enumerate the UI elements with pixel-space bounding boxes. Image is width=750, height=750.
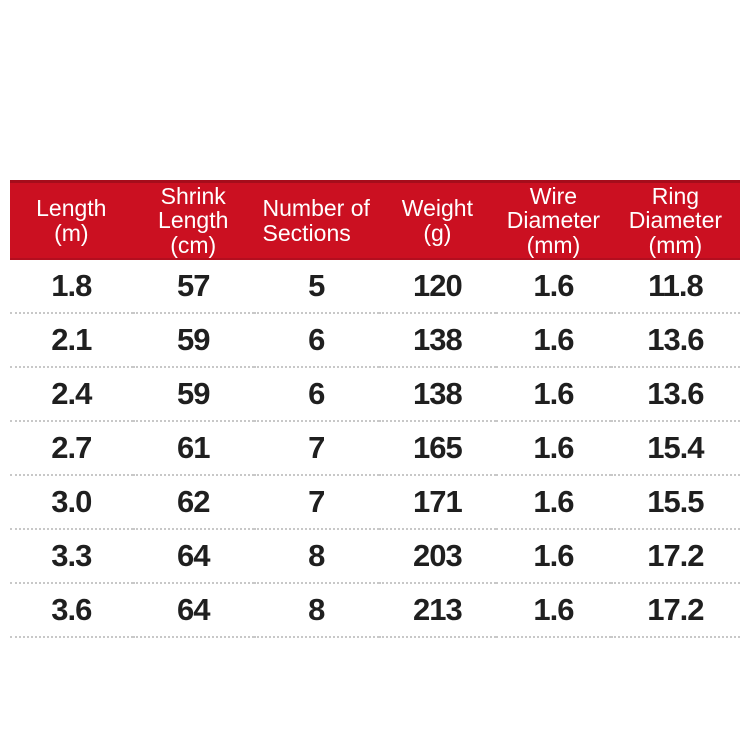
table-cell: 1.6 <box>496 259 611 314</box>
table-cell: 1.6 <box>496 475 611 530</box>
table-cell: 61 <box>132 421 254 476</box>
table-cell: 17.2 <box>610 529 740 584</box>
table-cell: 15.4 <box>610 421 740 476</box>
table-cell: 3.6 <box>10 583 133 638</box>
table-cell: 7 <box>253 421 379 476</box>
column-header-4: Weight (g) <box>378 180 497 260</box>
table-row: 2.4 59 6 138 1.6 13.6 <box>10 367 740 422</box>
table-cell: 6 <box>253 313 379 368</box>
table-cell: 7 <box>253 475 379 530</box>
table-cell: 1.8 <box>10 259 133 314</box>
table-cell: 64 <box>132 583 254 638</box>
table-cell: 213 <box>378 583 497 638</box>
column-header-label: Wire Diameter (mm) <box>506 182 601 258</box>
table-cell: 8 <box>253 529 379 584</box>
column-header-5: Wire Diameter (mm) <box>496 180 611 260</box>
table-cell: 5 <box>253 259 379 314</box>
table-cell: 2.7 <box>10 421 133 476</box>
column-header-label: Shrink Length (cm) <box>158 182 229 258</box>
table-cell: 59 <box>132 367 254 422</box>
table-row: 3.0 62 7 171 1.6 15.5 <box>10 475 740 530</box>
table-body: 1.8 57 5 120 1.6 11.8 2.1 59 6 138 1.6 13.6 2.4 59 6 13… <box>10 259 740 638</box>
table-row: 2.1 59 6 138 1.6 13.6 <box>10 313 740 368</box>
spec-table: Length (m) Shrink Length (cm) Number of Sectio… <box>10 180 740 638</box>
table-cell: 13.6 <box>610 313 740 368</box>
table-cell: 57 <box>132 259 254 314</box>
table-cell: 11.8 <box>610 259 740 314</box>
column-header-3: Number of Sections <box>253 180 379 260</box>
header-row: Length (m) Shrink Length (cm) Number of Sectio… <box>10 180 740 260</box>
table-cell: 165 <box>378 421 497 476</box>
table-cell: 138 <box>378 313 497 368</box>
table-cell: 6 <box>253 367 379 422</box>
column-header-label: Length (m) <box>36 195 107 246</box>
table-cell: 3.3 <box>10 529 133 584</box>
table-cell: 1.6 <box>496 313 611 368</box>
table-row: 3.3 64 8 203 1.6 17.2 <box>10 529 740 584</box>
table-cell: 64 <box>132 529 254 584</box>
table-cell: 120 <box>378 259 497 314</box>
table-row: 3.6 64 8 213 1.6 17.2 <box>10 583 740 638</box>
column-header-1: Length (m) <box>10 180 133 260</box>
table-cell: 8 <box>253 583 379 638</box>
column-header-label: Number of Sections <box>262 195 370 246</box>
table-row: 1.8 57 5 120 1.6 11.8 <box>10 259 740 314</box>
table-cell: 171 <box>378 475 497 530</box>
table-cell: 138 <box>378 367 497 422</box>
table-cell: 1.6 <box>496 529 611 584</box>
table-cell: 13.6 <box>610 367 740 422</box>
column-header-2: Shrink Length (cm) <box>132 180 254 260</box>
table-cell: 3.0 <box>10 475 133 530</box>
table-cell: 1.6 <box>496 367 611 422</box>
table-row: 2.7 61 7 165 1.6 15.4 <box>10 421 740 476</box>
table-cell: 17.2 <box>610 583 740 638</box>
table-cell: 203 <box>378 529 497 584</box>
table-cell: 62 <box>132 475 254 530</box>
table-cell: 2.1 <box>10 313 133 368</box>
table-cell: 1.6 <box>496 421 611 476</box>
column-header-label: Weight (g) <box>401 195 473 246</box>
table-header: Length (m) Shrink Length (cm) Number of Sectio… <box>10 180 740 260</box>
table-cell: 2.4 <box>10 367 133 422</box>
table-cell: 59 <box>132 313 254 368</box>
column-header-label: Ring Diameter (mm) <box>628 182 723 258</box>
column-header-6: Ring Diameter (mm) <box>610 180 740 260</box>
table-cell: 1.6 <box>496 583 611 638</box>
table-cell: 15.5 <box>610 475 740 530</box>
